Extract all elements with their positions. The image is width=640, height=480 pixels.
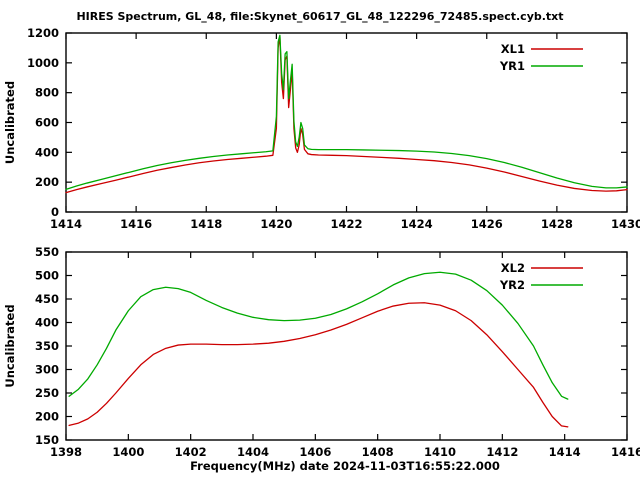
x-tick-label: 1402 bbox=[175, 445, 207, 459]
y-tick-label: 1200 bbox=[27, 26, 59, 40]
y-tick-label: 500 bbox=[35, 269, 59, 283]
y-axis-label: Uncalibrated bbox=[3, 81, 17, 164]
x-tick-label: 1428 bbox=[541, 217, 573, 231]
plot-frame bbox=[65, 251, 628, 441]
legend-label-xl2: XL2 bbox=[501, 261, 525, 275]
y-tick-label: 1000 bbox=[27, 56, 59, 70]
x-tick-label: 1400 bbox=[112, 445, 144, 459]
y-tick-label: 600 bbox=[35, 116, 59, 130]
x-tick-label: 1418 bbox=[190, 217, 222, 231]
x-tick-label: 1408 bbox=[362, 445, 394, 459]
y-tick-label: 400 bbox=[35, 316, 59, 330]
x-tick-label: 1404 bbox=[237, 445, 269, 459]
x-tick-label: 1420 bbox=[260, 217, 292, 231]
x-tick-label: 1412 bbox=[486, 445, 518, 459]
top-panel: 1414 1416 1418 1420 1422 1424 1426 1428 1430 0 200… bbox=[3, 26, 640, 231]
x-tick-label: 1416 bbox=[611, 445, 640, 459]
legend-label-yr2: YR2 bbox=[499, 278, 525, 292]
y-tick-label: 200 bbox=[35, 175, 59, 189]
y-tick-label: 200 bbox=[35, 410, 59, 424]
series-yr2 bbox=[68, 271, 569, 400]
x-tick-label: 1406 bbox=[299, 445, 331, 459]
y-tick-label: 800 bbox=[35, 86, 59, 100]
x-tick-label: 1416 bbox=[120, 217, 152, 231]
x-tick-label: 1422 bbox=[330, 217, 362, 231]
legend-label-yr1: YR1 bbox=[499, 59, 525, 73]
x-axis-label: Frequency(MHz) date 2024-11-03T16:55:22.… bbox=[190, 459, 500, 473]
x-tick-label: 1424 bbox=[401, 217, 433, 231]
x-tick-label: 1398 bbox=[50, 445, 82, 459]
series-yr1 bbox=[65, 34, 628, 190]
plot-frame bbox=[65, 32, 628, 213]
y-axis-label: Uncalibrated bbox=[3, 304, 17, 387]
y-tick-label: 400 bbox=[35, 145, 59, 159]
y-tick-label: 550 bbox=[35, 245, 59, 259]
x-tick-label: 1410 bbox=[424, 445, 456, 459]
figure-title: HIRES Spectrum, GL_48, file:Skynet_60617… bbox=[76, 10, 563, 23]
x-tick-label: 1414 bbox=[50, 217, 82, 231]
x-tick-label: 1430 bbox=[611, 217, 640, 231]
y-tick-label: 450 bbox=[35, 292, 59, 306]
y-tick-label: 350 bbox=[35, 339, 59, 353]
legend-label-xl1: XL1 bbox=[501, 42, 525, 56]
bottom-panel: 1398 1400 1402 1404 1406 1408 1410 1412 1414 1416… bbox=[3, 245, 640, 459]
y-tick-label: 0 bbox=[51, 205, 59, 219]
y-tick-label: 250 bbox=[35, 386, 59, 400]
x-tick-label: 1426 bbox=[471, 217, 503, 231]
y-tick-label: 150 bbox=[35, 433, 59, 447]
x-tick-label: 1414 bbox=[549, 445, 581, 459]
y-tick-label: 300 bbox=[35, 363, 59, 377]
series-xl1 bbox=[65, 36, 628, 194]
series-xl2 bbox=[68, 302, 569, 428]
